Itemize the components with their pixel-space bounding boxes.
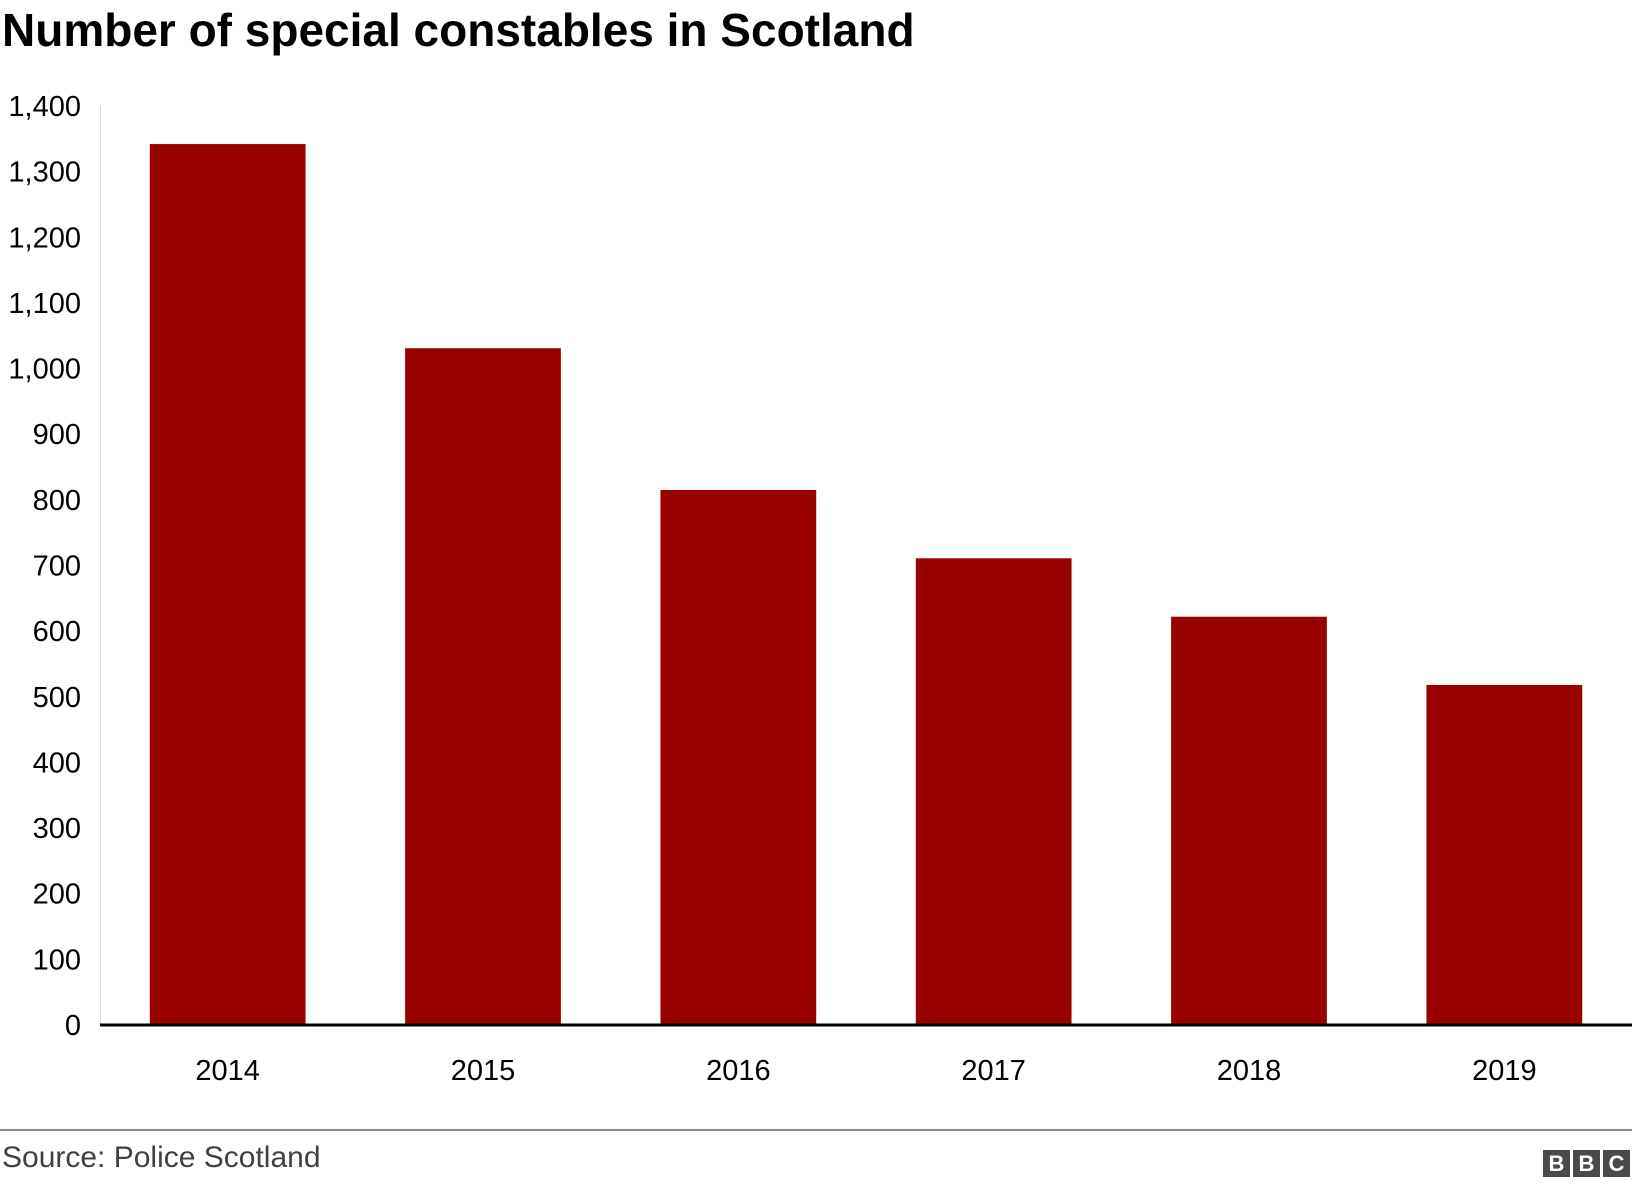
bbc-logo-letter: C	[1603, 1150, 1630, 1177]
footer-divider	[0, 1129, 1632, 1131]
y-tick-label: 1,000	[8, 354, 81, 386]
bar-2018	[1171, 616, 1327, 1025]
y-tick-label: 700	[33, 551, 81, 583]
y-tick-label: 800	[33, 485, 81, 517]
y-tick-label: 1,300	[8, 157, 81, 189]
bar-chart: 0 100 200 300 400 500 600 700 800 900 1,000 1,100 1,…	[8, 91, 1632, 1087]
y-tick-label: 0	[65, 1010, 81, 1042]
x-tick-label: 2019	[1472, 1055, 1537, 1087]
y-tick-label: 500	[33, 682, 81, 714]
bbc-logo: B B C	[1543, 1150, 1630, 1177]
y-tick-label: 1,400	[8, 91, 81, 123]
y-tick-label: 600	[33, 616, 81, 648]
x-tick-label: 2014	[195, 1055, 260, 1087]
x-tick-label: 2015	[451, 1055, 516, 1087]
bar-2017	[915, 558, 1072, 1025]
bar-2016	[660, 490, 817, 1025]
y-tick-label: 900	[33, 419, 81, 451]
x-tick-label: 2016	[706, 1055, 771, 1087]
y-axis-ticks: 0 100 200 300 400 500 600 700 800 900 1,000 1,100 1,…	[8, 91, 81, 1042]
y-tick-label: 400	[33, 747, 81, 779]
x-tick-label: 2017	[961, 1055, 1026, 1087]
y-tick-label: 1,100	[8, 288, 81, 320]
x-axis-ticks: 2014 2015 2016 2017 2018 2019	[195, 1055, 1536, 1087]
bar-2014	[149, 144, 306, 1025]
y-tick-label: 300	[33, 813, 81, 845]
bars-group	[149, 144, 1583, 1025]
bar-2015	[405, 348, 561, 1025]
y-tick-label: 100	[33, 944, 81, 976]
x-tick-label: 2018	[1217, 1055, 1282, 1087]
y-tick-label: 200	[33, 879, 81, 911]
y-tick-label: 1,200	[8, 222, 81, 254]
bar-2019	[1426, 684, 1583, 1025]
source-note: Source: Police Scotland	[2, 1141, 321, 1174]
chart-title: Number of special constables in Scotland	[2, 4, 915, 56]
bbc-logo-letter: B	[1573, 1150, 1600, 1177]
bbc-logo-letter: B	[1543, 1150, 1570, 1177]
